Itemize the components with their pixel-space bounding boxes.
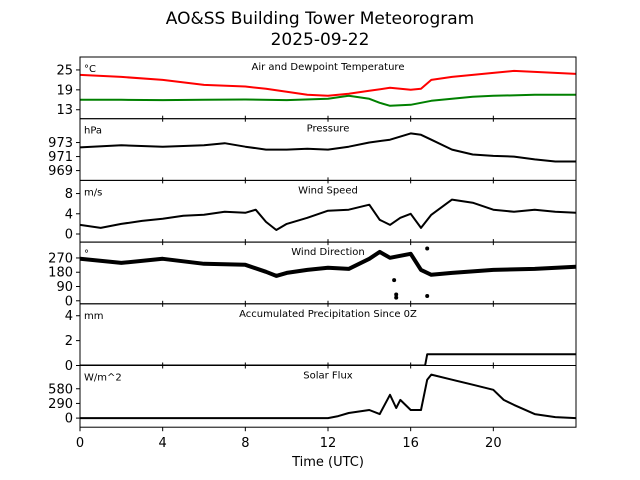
series-line-air-temperature: [80, 69, 576, 97]
panel-4: 0 2 4 mm Accumulated Precipitation Since 0Z: [65, 303, 577, 374]
y-tick-label: 971: [48, 150, 73, 165]
panel-unit-label: m/s: [84, 187, 102, 198]
x-tick-label: 0: [76, 436, 84, 451]
y-tick-label: 4: [65, 309, 73, 324]
data-point: [394, 295, 399, 300]
y-tick-label: 580: [48, 382, 73, 397]
x-tick-label: 4: [159, 436, 167, 451]
y-tick-label: 270: [48, 251, 73, 266]
y-tick-label: 25: [56, 63, 73, 78]
series-line-pressure: [80, 132, 576, 163]
y-tick-label: 8: [65, 187, 73, 202]
panel-unit-label: °: [84, 249, 89, 260]
panel-unit-label: W/m^2: [84, 373, 122, 384]
panel-title: Wind Speed: [298, 185, 358, 196]
y-tick-label: 13: [56, 103, 73, 118]
y-tick-label: 290: [48, 397, 73, 412]
series-line-dewpoint: [80, 93, 576, 107]
series-line-wind-direction: [80, 249, 576, 278]
series-line-solar-flux: [80, 373, 576, 420]
panel-2: 0 4 8 m/s Wind Speed: [65, 179, 577, 243]
panel-title: Wind Direction: [291, 247, 365, 258]
x-tick-label: 12: [320, 436, 337, 451]
x-tick-label: 20: [485, 436, 502, 451]
panel-title: Solar Flux: [303, 371, 353, 382]
panel-unit-label: hPa: [84, 126, 102, 137]
panel-title: Pressure: [307, 124, 350, 135]
chart-subtitle: 2025-09-22: [271, 30, 370, 50]
y-tick-label: 0: [65, 412, 73, 427]
x-axis-label: Time (UTC): [291, 455, 364, 470]
data-point: [394, 292, 399, 297]
y-tick-label: 969: [48, 164, 73, 179]
panel-title: Air and Dewpoint Temperature: [252, 62, 405, 73]
x-tick-label: 8: [241, 436, 249, 451]
y-tick-label: 0: [65, 228, 73, 243]
data-point: [425, 246, 430, 251]
panel-unit-label: mm: [84, 311, 103, 322]
data-point: [392, 278, 397, 283]
series-line-precipitation: [80, 353, 576, 366]
panel-0: 13 19 25 °C Air and Dewpoint Temperature: [56, 56, 577, 120]
x-tick-label: 16: [402, 436, 419, 451]
data-point: [425, 294, 430, 299]
panel-unit-label: °C: [84, 64, 96, 75]
y-tick-label: 0: [65, 359, 73, 374]
chart-title: AO&SS Building Tower Meteorogram: [166, 9, 474, 29]
y-tick-label: 973: [48, 136, 73, 151]
y-tick-label: 0: [65, 294, 73, 309]
y-tick-label: 180: [48, 266, 73, 281]
panel-title: Accumulated Precipitation Since 0Z: [239, 309, 417, 320]
y-tick-label: 2: [65, 334, 73, 349]
y-tick-label: 19: [56, 83, 73, 98]
y-tick-label: 4: [65, 207, 73, 222]
series-line-wind-speed: [80, 198, 576, 231]
y-tick-label: 90: [56, 280, 73, 295]
